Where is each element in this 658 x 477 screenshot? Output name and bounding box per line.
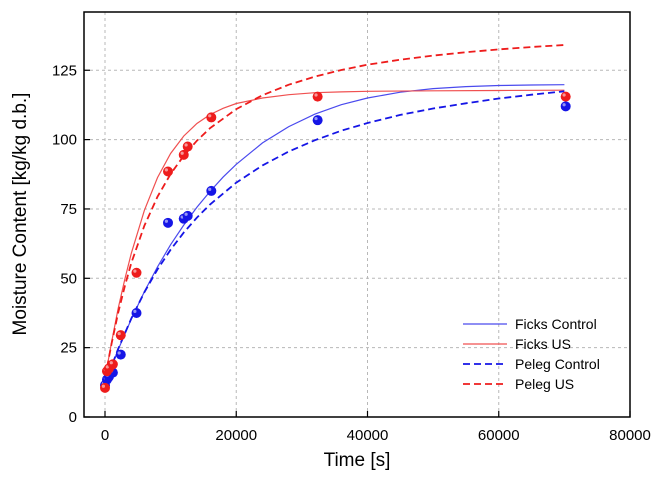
data-point xyxy=(131,267,142,278)
axis-ticks: 0 20000 40000 60000 80000 0 25 50 75 100 125 xyxy=(52,62,651,444)
data-point-highlight xyxy=(101,384,105,388)
y-tick-label: 50 xyxy=(60,270,77,287)
data-point-highlight xyxy=(109,361,113,365)
x-tick-label: 0 xyxy=(101,427,109,444)
series-line-peleg-us xyxy=(104,44,565,379)
x-tick-label: 60000 xyxy=(478,427,520,444)
legend-label: Peleg US xyxy=(515,376,574,392)
data-point-highlight xyxy=(562,103,566,107)
data-point-highlight xyxy=(164,168,168,172)
legend-label: Ficks Control xyxy=(515,316,597,332)
data-point xyxy=(163,166,173,177)
data-point-highlight xyxy=(164,219,168,223)
data-point-highlight xyxy=(184,143,188,147)
data-point xyxy=(115,330,126,341)
data-point xyxy=(163,217,173,228)
y-tick-label: 75 xyxy=(60,201,77,218)
legend-label: Peleg Control xyxy=(515,356,600,372)
series-line-ficks-control xyxy=(104,84,565,384)
data-point xyxy=(182,141,193,152)
y-tick-label: 0 xyxy=(69,409,77,426)
data-point-highlight xyxy=(314,116,318,121)
legend-label: Ficks US xyxy=(515,336,571,352)
legend: Ficks Control Ficks US Peleg Control Peleg … xyxy=(463,316,600,392)
data-point-highlight xyxy=(208,187,212,191)
data-point-highlight xyxy=(314,93,318,97)
series-line-peleg-control xyxy=(104,90,565,385)
data-point-highlight xyxy=(180,151,184,155)
x-tick-label: 40000 xyxy=(347,427,389,444)
x-tick-label: 80000 xyxy=(609,427,651,444)
y-axis-title: Moisture Content [kg/kg d.b.] xyxy=(10,93,31,336)
data-point xyxy=(107,359,118,370)
y-tick-label: 100 xyxy=(52,132,77,149)
plot-frame xyxy=(83,11,631,418)
data-point xyxy=(560,101,571,112)
data-point xyxy=(312,115,323,126)
data-point-highlight xyxy=(562,93,566,97)
data-point-highlight xyxy=(133,309,137,313)
data-point xyxy=(131,307,142,318)
data-point-highlight xyxy=(117,351,121,355)
data-point xyxy=(206,112,217,123)
data-point-highlight xyxy=(117,331,121,336)
data-point xyxy=(115,349,126,360)
plot-series xyxy=(104,44,565,385)
y-tick-label: 25 xyxy=(60,340,77,357)
data-point-highlight xyxy=(105,365,109,369)
data-points xyxy=(100,91,571,393)
x-tick-label: 20000 xyxy=(215,427,257,444)
x-axis-title: Time [s] xyxy=(324,450,391,471)
data-point-highlight xyxy=(133,269,137,273)
data-point xyxy=(206,185,217,196)
y-tick-label: 125 xyxy=(52,62,77,79)
data-point-highlight xyxy=(184,212,188,216)
data-point xyxy=(560,91,571,102)
data-point xyxy=(100,382,110,393)
data-point-highlight xyxy=(208,114,212,118)
data-point xyxy=(182,210,193,221)
data-point xyxy=(312,91,323,102)
